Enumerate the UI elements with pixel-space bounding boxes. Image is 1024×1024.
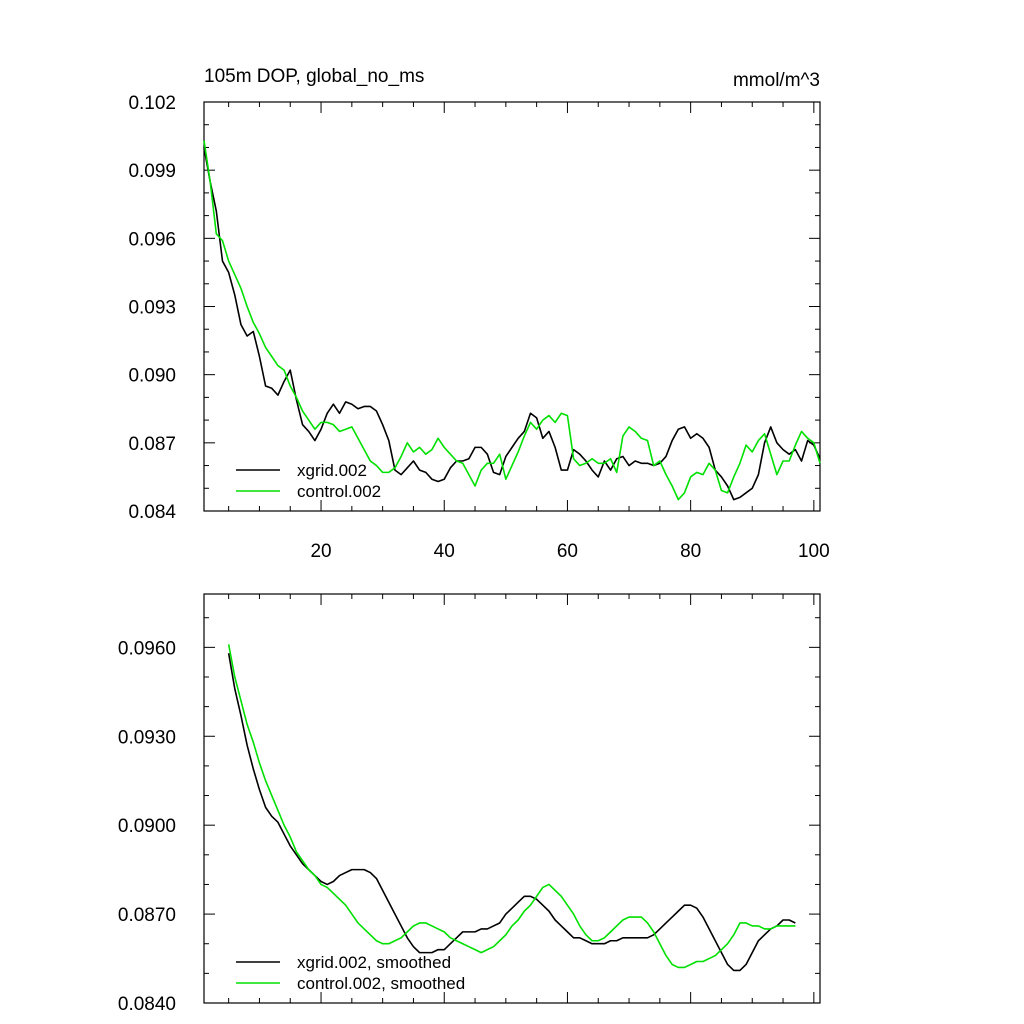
series-line-xgrid [227, 653, 796, 972]
series-line-control [227, 644, 796, 969]
chart-title: 105m DOP, global_no_ms [204, 66, 424, 87]
x-tick-label: 60 [557, 541, 578, 562]
plot-frame [203, 101, 821, 512]
series-line-control [203, 140, 821, 501]
chart-panel-smoothed: 0.0840 0.0870 0.0900 0.0930 0.0960 xgrid.002,… [118, 593, 821, 1015]
y-tick-label: 0.0840 [118, 994, 176, 1015]
y-tick-label: 0.099 [128, 161, 176, 182]
legend-label: xgrid.002, smoothed [297, 953, 451, 972]
y-tick-label: 0.0930 [118, 727, 176, 748]
legend-label: control.002 [297, 482, 381, 501]
y-tick-label: 0.087 [128, 434, 176, 455]
x-tick-label: 80 [680, 541, 701, 562]
x-tick-label: 20 [310, 541, 331, 562]
series-line-xgrid [203, 147, 821, 501]
legend-label: xgrid.002 [297, 461, 367, 480]
x-tick-label: 100 [798, 541, 830, 562]
x-tick-label: 40 [434, 541, 455, 562]
y-tick-label: 0.084 [128, 502, 176, 523]
y-tick-label: 0.096 [128, 229, 176, 250]
y-tick-label: 0.102 [128, 93, 176, 114]
y-tick-label: 0.0960 [118, 638, 176, 659]
y-tick-label: 0.0870 [118, 905, 176, 926]
y-tick-label: 0.093 [128, 298, 176, 319]
chart-panel-raw: 105m DOP, global_no_ms mmol/m^3 20 40 60 80… [128, 66, 829, 562]
y-tick-label: 0.090 [128, 366, 176, 387]
chart-units-label: mmol/m^3 [733, 70, 820, 91]
plot-frame [203, 593, 821, 1004]
legend-label: control.002, smoothed [297, 974, 465, 993]
y-tick-label: 0.0900 [118, 816, 176, 837]
